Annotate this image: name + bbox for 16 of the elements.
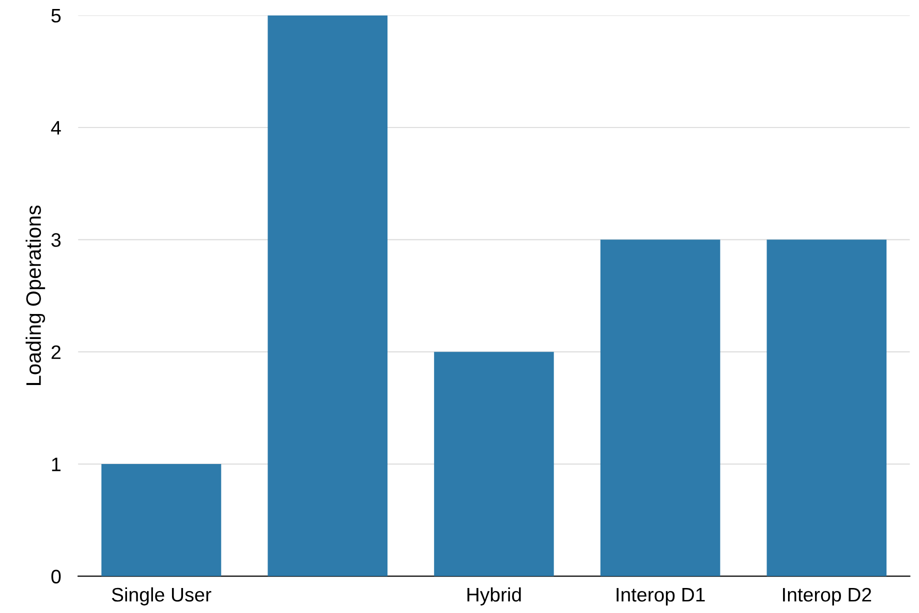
y-tick-label: 5 — [51, 8, 61, 23]
bar — [434, 352, 554, 576]
y-tick-label: 0 — [51, 570, 61, 584]
y-tick-label: 4 — [51, 121, 61, 135]
bar — [268, 15, 388, 576]
y-tick-label: 2 — [52, 345, 60, 359]
bar — [101, 464, 222, 576]
x-tick-label: Single User — [112, 587, 212, 606]
bar — [600, 240, 720, 576]
x-tick-label: Interop D1 — [616, 588, 705, 606]
y-tick-label: 1 — [52, 458, 60, 472]
bar — [766, 240, 887, 576]
y-axis-title: Loading Operations — [26, 206, 46, 385]
y-tick-label: 3 — [51, 233, 61, 247]
x-tick-label: Hybrid — [467, 587, 521, 606]
x-tick-label: Interop D2 — [783, 588, 872, 606]
